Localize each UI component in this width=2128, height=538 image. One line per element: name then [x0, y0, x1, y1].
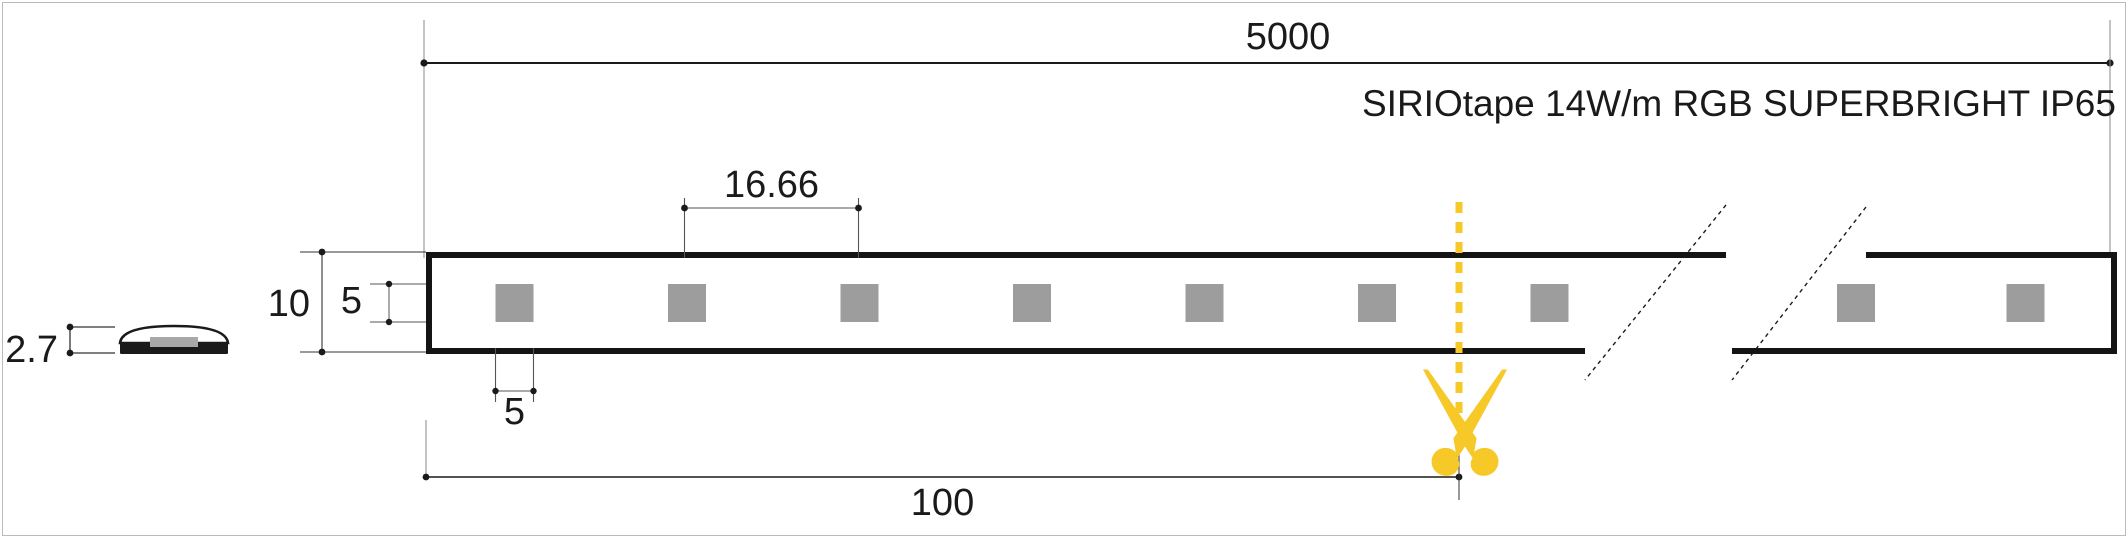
- svg-text:10: 10: [268, 283, 310, 325]
- svg-text:16.66: 16.66: [724, 164, 819, 206]
- svg-text:100: 100: [911, 482, 974, 524]
- svg-text:5: 5: [341, 280, 362, 322]
- svg-text:SIRIOtape 14W/m RGB SUPERBRIGH: SIRIOtape 14W/m RGB SUPERBRIGHT IP65: [1362, 83, 2116, 124]
- svg-text:5: 5: [504, 391, 525, 433]
- svg-text:5000: 5000: [1246, 16, 1331, 58]
- svg-text:2.7: 2.7: [5, 329, 58, 371]
